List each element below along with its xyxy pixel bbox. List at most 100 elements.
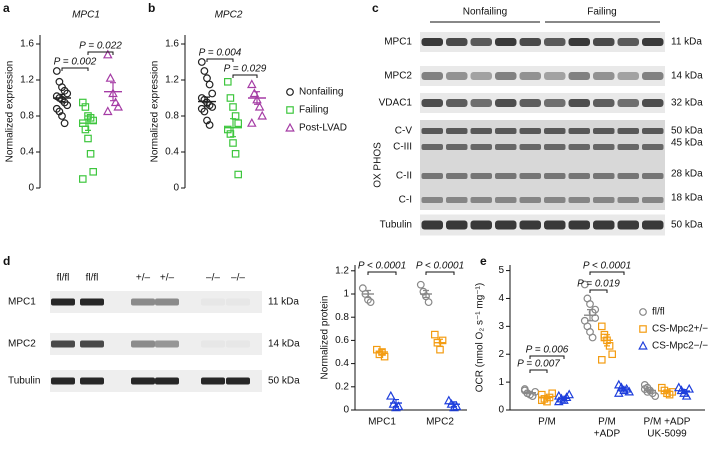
blot-band [519,173,541,179]
blot-background [50,291,262,313]
data-point [229,139,237,147]
blot-band [421,128,443,134]
blot-band [421,144,443,150]
data-point [639,308,647,316]
blot-band [446,72,468,80]
y-tick-label: 4 [498,293,504,304]
blot-band [421,220,443,230]
legend-label: CS-Mpc2−/− [652,341,708,352]
blot-band [226,377,250,385]
kda-label: 50 kDa [268,376,300,387]
error-bar [110,82,116,102]
data-point [105,72,116,82]
data-point [249,88,260,98]
blot-band [642,144,664,150]
y-tick-label: 0.6 [335,335,349,346]
data-point [102,49,113,59]
blot-band [470,220,492,230]
data-point [78,175,87,183]
panel-letter: d [3,254,10,268]
data-point [52,67,61,75]
blot-band [155,377,179,385]
data-point [385,390,396,400]
blot-band [617,197,639,203]
y-tick-label: 1 [343,289,349,300]
blot-band [593,38,615,46]
error-bar [393,398,399,408]
blot-band [470,99,492,107]
error-bar [664,389,670,394]
error-bar [527,390,533,395]
row-label: Tubulin [380,220,412,231]
error-bar [437,338,443,347]
annotation: P = 0.004 [199,48,242,59]
data-point [63,89,72,98]
blot-band [421,173,443,179]
data-point [553,396,564,406]
y-tick-label: 0 [498,405,504,416]
blot-band [51,298,75,306]
blot-band [593,128,615,134]
blot-band [593,220,615,230]
blot-band [642,220,664,230]
error-bar [647,388,653,393]
bracket [425,271,455,275]
x-tick-label: +ADP [594,429,621,440]
blot-background [420,214,665,236]
blot-band [519,144,541,150]
blot-band [544,72,566,80]
annotation: P < 0.0001 [416,261,464,272]
y-tick-label: 1.6 [165,39,179,50]
blot-band [470,38,492,46]
data-point [254,101,265,111]
blot-band [617,144,639,150]
data-point [638,340,648,350]
data-point [246,117,257,127]
data-point [208,89,217,98]
blot-band [495,197,517,203]
error-bar [204,96,210,107]
complex-label: C-II [396,171,412,182]
blot-background [420,66,665,86]
y-tick-label: 3 [498,321,504,332]
blot-band [201,299,225,306]
blot-band [470,144,492,150]
data-point [580,280,589,289]
data-point [681,390,692,400]
y-tick-label: 1.6 [20,39,34,50]
lane-label: –/– [206,273,220,284]
bracket [529,355,565,359]
error-bar [254,91,260,105]
row-label: MPC2 [384,71,412,82]
annotation: P = 0.006 [526,345,569,356]
data-point [548,389,557,398]
kda-label: 32 kDa [671,98,703,109]
blot-band [421,38,443,46]
legend-label: Failing [299,105,328,116]
blot-band [446,173,468,179]
blot-band [617,38,639,46]
blot-band [568,220,590,230]
blot-band [642,197,664,203]
oxphos-label: OX PHOS [373,142,384,188]
blot-band [568,128,590,134]
blot-band [446,99,468,107]
blot-band [568,173,590,179]
data-point [286,88,294,96]
data-point [197,58,206,66]
complex-label: C-III [393,142,412,153]
data-point [200,67,209,75]
kda-label: 11 kDa [268,297,299,308]
legend-label: fl/fl [652,307,665,318]
error-bar [59,93,65,103]
blot-band [131,377,155,385]
blot-band [544,197,566,203]
y-tick-label: 0 [343,405,349,416]
legend-label: Post-LVAD [299,123,347,134]
data-point [431,330,439,339]
data-point [286,106,294,114]
blot-band [617,173,639,179]
chart-title: MPC1 [72,10,100,21]
lane-label: –/– [231,273,245,284]
bracket [87,51,114,55]
